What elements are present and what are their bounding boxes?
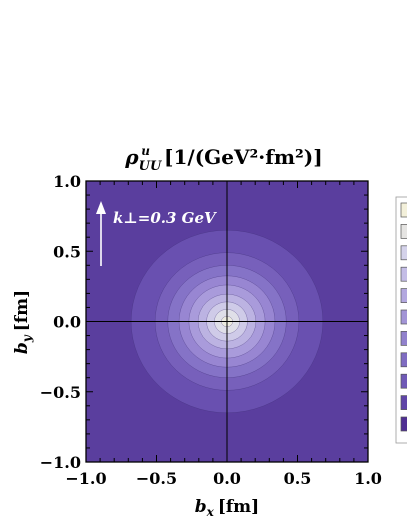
x-tick-labels: −1.0 −0.5 0.0 0.5 1.0 [65,469,382,488]
y-tick-label: −1.0 [40,453,81,472]
title-rho: ρ [124,145,139,169]
tick-marks [85,180,369,463]
annotation-text: k⊥=0.3 GeV [113,209,217,227]
y-tick-label: 0.0 [53,313,81,332]
x-tick-label: 1.0 [354,469,382,488]
legend [395,196,407,444]
x-tick-label: −0.5 [136,469,177,488]
legend-swatch [400,288,407,303]
chart-title: ρUUu [1/(GeV²·fm²)] [124,144,322,174]
plot-area [85,180,369,463]
legend-swatch [400,245,407,261]
title-sub: UU [139,159,162,174]
annotation-arrowhead-icon [96,201,106,214]
x-tick-label: −1.0 [65,469,106,488]
x-tick-label: 0.0 [213,469,241,488]
legend-swatch [400,373,407,389]
y-tick-label: 0.5 [53,242,81,261]
title-sup: u [141,144,150,158]
annotation: k⊥=0.3 GeV [96,201,217,266]
y-tick-label: 1.0 [53,172,81,191]
legend-swatch [400,352,407,368]
y-axis-label: by[fm] [12,290,34,354]
y-tick-labels: −1.0 −0.5 0.0 0.5 1.0 [40,172,81,472]
legend-swatches [400,202,407,432]
legend-swatch [400,416,407,432]
legend-swatch [400,309,407,325]
title-units: [1/(GeV²·fm²)] [164,145,323,169]
legend-swatch [400,395,407,410]
x-tick-label: 0.5 [284,469,312,488]
legend-swatch [400,224,407,239]
x-axis-label: bx [fm] [195,497,259,519]
legend-swatch [400,331,407,346]
legend-swatch [400,202,407,218]
y-tick-label: −0.5 [40,383,81,402]
legend-swatch [400,266,407,282]
